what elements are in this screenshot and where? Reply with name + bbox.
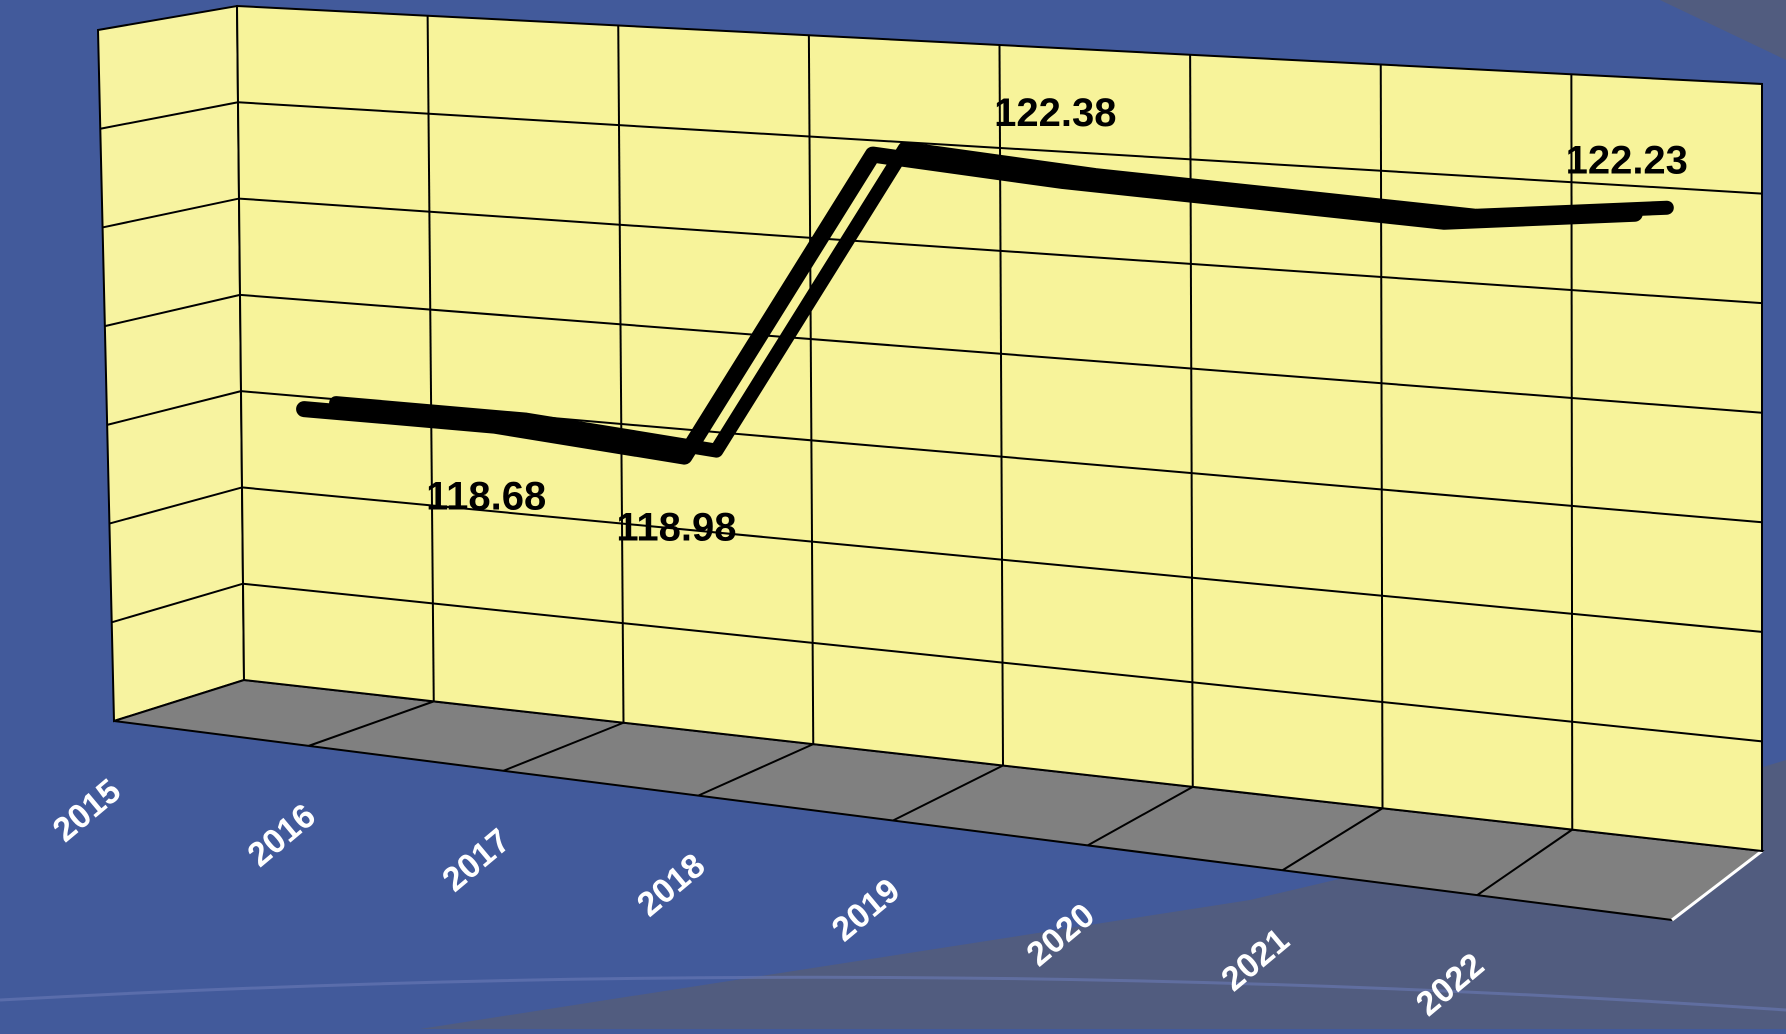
gridline-vertical	[1189, 54, 1194, 787]
series-point	[1089, 169, 1102, 182]
series-point	[710, 444, 723, 457]
series-point	[520, 413, 533, 426]
floor-edge	[1671, 849, 1763, 922]
gridline-vertical	[807, 35, 815, 745]
floor-divider	[308, 700, 435, 747]
gridline-side	[106, 390, 242, 426]
series-point	[330, 397, 343, 410]
data-label: 118.68	[426, 475, 546, 519]
series-line-shadow	[296, 146, 1643, 465]
gridline-vertical	[617, 25, 625, 723]
chart-floor	[113, 678, 1765, 922]
gridline-side	[104, 293, 241, 328]
gridline-side	[111, 582, 244, 624]
series-point	[1279, 189, 1292, 202]
data-label: 122.38	[994, 91, 1116, 135]
gridline-side	[102, 197, 240, 229]
series-point	[1660, 201, 1673, 214]
gridline-vertical	[1379, 64, 1384, 809]
series-line	[329, 141, 1674, 458]
gridline-side	[109, 486, 243, 525]
background-corner-shape	[420, 0, 1786, 1029]
background-arc	[0, 975, 1786, 1012]
floor-divider	[892, 764, 1004, 822]
gridline-side	[100, 101, 239, 130]
floor-divider	[697, 743, 814, 797]
floor-divider	[1281, 807, 1384, 872]
data-label: 122.23	[1566, 139, 1688, 183]
series-layer	[296, 141, 1674, 465]
data-label: 118.98	[616, 506, 736, 550]
side-wall-face	[96, 4, 246, 723]
series-point	[898, 142, 911, 155]
chart-side-wall	[96, 4, 246, 723]
floor-divider	[1476, 828, 1573, 896]
series-point	[1470, 209, 1483, 222]
gridline-vertical	[426, 15, 435, 702]
data-label-layer: 118.68 118.98 122.38 122.23	[426, 91, 1688, 550]
gridline-vertical	[1570, 74, 1574, 830]
floor-divider	[503, 721, 624, 772]
floor-divider	[1087, 786, 1194, 847]
